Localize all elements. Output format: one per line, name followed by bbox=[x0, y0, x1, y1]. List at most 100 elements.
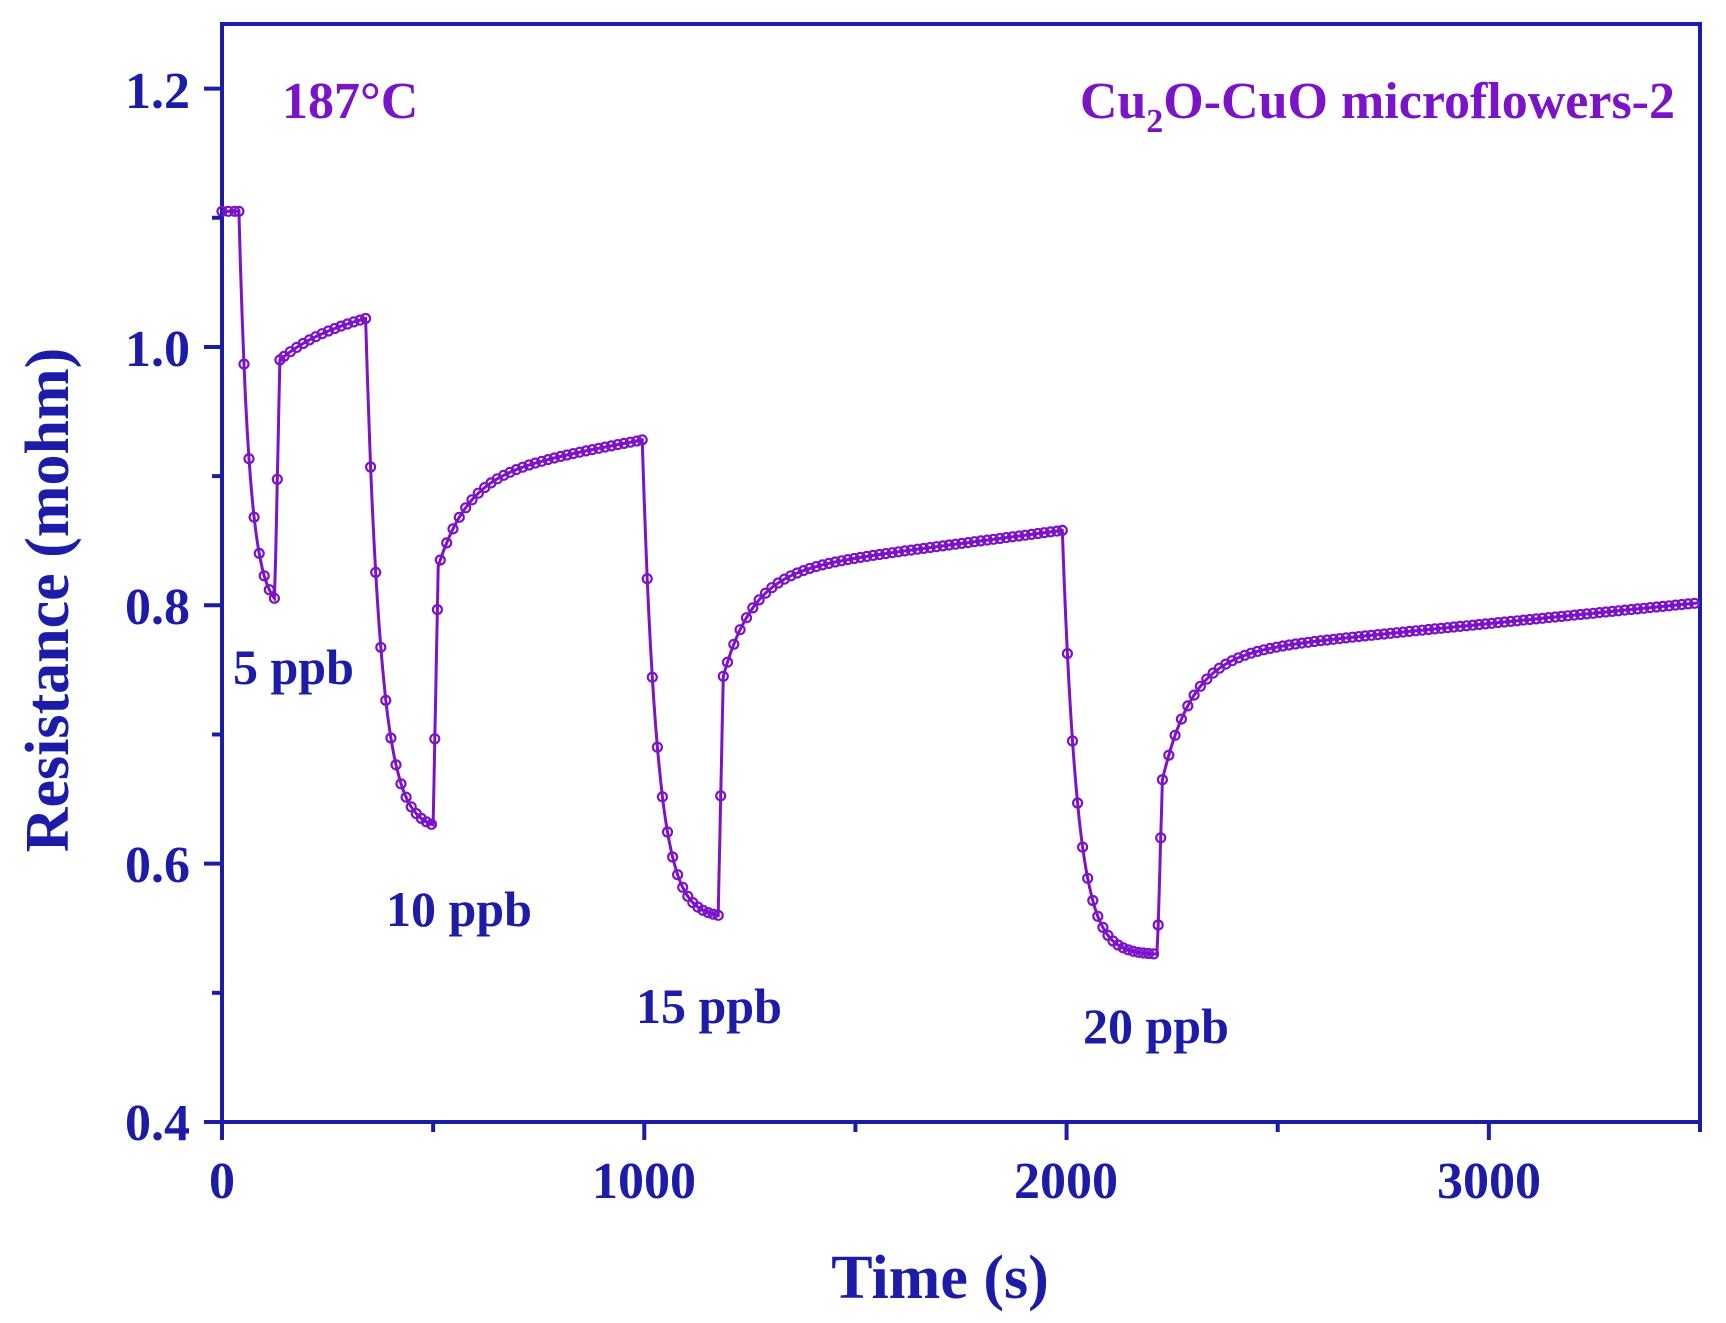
data-point bbox=[429, 733, 441, 745]
data-point bbox=[886, 547, 898, 559]
data-point bbox=[740, 612, 753, 624]
data-point bbox=[329, 322, 341, 335]
data-point bbox=[1019, 529, 1031, 541]
data-point bbox=[1082, 872, 1094, 884]
data-point bbox=[447, 523, 459, 535]
data-point bbox=[263, 584, 275, 596]
data-point bbox=[987, 533, 1000, 545]
data-point bbox=[605, 440, 617, 452]
data-point bbox=[712, 909, 724, 921]
data-point bbox=[1194, 680, 1207, 692]
x-tick-label: 3000 bbox=[1437, 1153, 1541, 1210]
data-point bbox=[1000, 531, 1012, 544]
data-point bbox=[1587, 607, 1599, 619]
data-point bbox=[341, 318, 353, 330]
data-point bbox=[523, 459, 535, 471]
data-point bbox=[1403, 625, 1416, 638]
data-point bbox=[1006, 531, 1019, 543]
data-point bbox=[1321, 634, 1333, 646]
data-point bbox=[968, 536, 981, 548]
data-point bbox=[310, 331, 322, 343]
data-point bbox=[322, 325, 334, 337]
y-tick-label: 1.0 bbox=[125, 321, 190, 378]
y-tick-label: 1.2 bbox=[125, 63, 190, 120]
data-point bbox=[574, 446, 586, 458]
data-point bbox=[759, 587, 772, 599]
data-point bbox=[848, 552, 860, 565]
data-point bbox=[1092, 910, 1104, 922]
data-point bbox=[618, 437, 630, 449]
data-point bbox=[717, 670, 729, 682]
data-point bbox=[1353, 630, 1365, 643]
data-point bbox=[646, 671, 658, 683]
data-point bbox=[1498, 616, 1511, 628]
data-point bbox=[238, 358, 250, 370]
data-point bbox=[867, 549, 879, 562]
data-point bbox=[1296, 637, 1308, 649]
data-point bbox=[1232, 652, 1245, 664]
annotation-5ppb: 5 ppb bbox=[233, 639, 354, 695]
data-point bbox=[1277, 640, 1289, 652]
data-point bbox=[431, 603, 443, 616]
data-point bbox=[943, 539, 955, 551]
data-point bbox=[1061, 647, 1074, 660]
data-point bbox=[1334, 632, 1346, 645]
data-point bbox=[335, 320, 347, 332]
data-point bbox=[1013, 530, 1025, 542]
data-point bbox=[1142, 947, 1155, 960]
data-point bbox=[1555, 610, 1568, 623]
data-point bbox=[1163, 749, 1175, 761]
data-point bbox=[1384, 627, 1397, 639]
temperature-label: 187°C bbox=[282, 73, 418, 130]
data-point bbox=[580, 445, 592, 457]
annotation-15ppb: 15 ppb bbox=[636, 978, 782, 1034]
data-point bbox=[918, 542, 930, 555]
data-point bbox=[1315, 635, 1327, 647]
annotation-10ppb: 10 ppb bbox=[386, 881, 532, 937]
data-point bbox=[1188, 689, 1200, 701]
data-point bbox=[1397, 626, 1409, 638]
data-point bbox=[797, 564, 810, 577]
data-point bbox=[567, 448, 579, 460]
data-point bbox=[1460, 620, 1473, 632]
data-point bbox=[529, 457, 541, 469]
data-point bbox=[268, 592, 280, 604]
data-point bbox=[1600, 606, 1612, 618]
data-point bbox=[1676, 598, 1688, 611]
data-point bbox=[229, 205, 241, 217]
data-point bbox=[1562, 610, 1574, 622]
data-point bbox=[498, 469, 510, 481]
y-tick-label: 0.4 bbox=[125, 1095, 190, 1152]
data-point bbox=[1359, 630, 1371, 642]
data-point bbox=[835, 555, 848, 567]
data-point bbox=[517, 461, 529, 473]
data-point bbox=[829, 556, 841, 568]
data-point bbox=[854, 551, 867, 564]
data-point bbox=[1422, 623, 1435, 636]
data-point bbox=[1657, 600, 1669, 613]
data-point bbox=[804, 562, 816, 575]
data-point bbox=[892, 546, 905, 558]
data-point bbox=[785, 570, 797, 582]
data-point bbox=[1568, 609, 1580, 621]
data-point bbox=[1625, 603, 1637, 616]
data-point bbox=[1097, 921, 1109, 934]
data-point bbox=[1066, 735, 1079, 747]
data-point bbox=[1593, 606, 1606, 619]
data-point bbox=[1051, 525, 1063, 537]
data-point bbox=[1132, 946, 1145, 958]
y-tick-label: 0.6 bbox=[125, 837, 190, 894]
data-point bbox=[586, 444, 598, 456]
data-point bbox=[1631, 603, 1644, 615]
data-point bbox=[753, 594, 765, 606]
data-point bbox=[1169, 729, 1181, 741]
data-point bbox=[1669, 599, 1682, 611]
data-point bbox=[1581, 608, 1593, 620]
data-point bbox=[962, 536, 974, 549]
data-point bbox=[1517, 614, 1530, 626]
data-point bbox=[1650, 601, 1663, 613]
data-point bbox=[460, 502, 472, 514]
data-point bbox=[842, 553, 854, 566]
series-line bbox=[222, 209, 1699, 956]
data-point bbox=[425, 818, 438, 830]
